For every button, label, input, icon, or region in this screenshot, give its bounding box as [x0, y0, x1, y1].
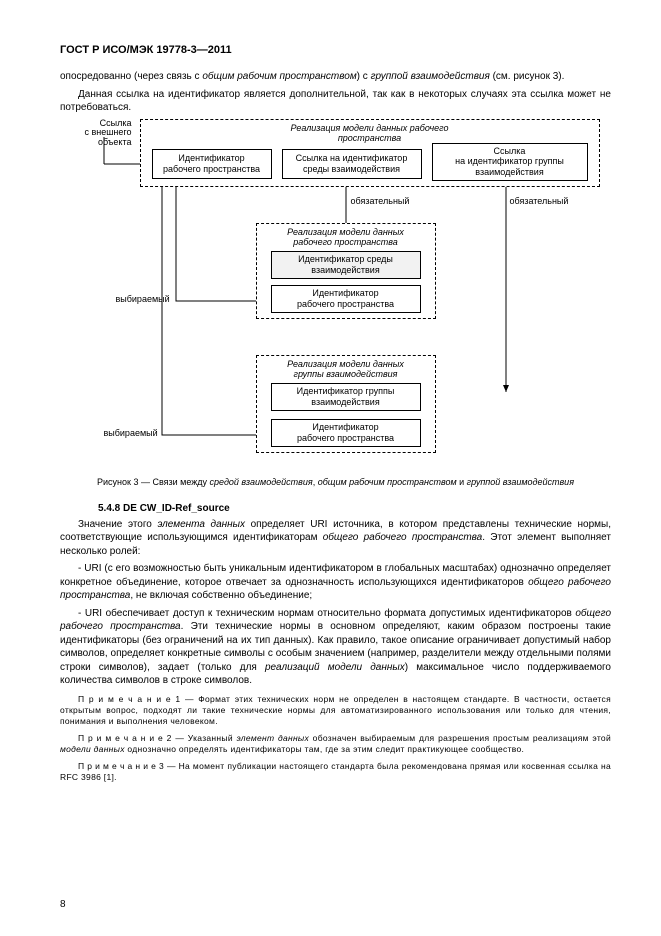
- t: Идентификатор рабочего пространства: [163, 153, 260, 174]
- t: общим рабочим пространством: [202, 71, 356, 82]
- t: - URI обеспечивает доступ к техническим …: [78, 608, 575, 619]
- t: Идентификатор рабочего пространства: [297, 288, 394, 309]
- t: Идентификатор среды взаимодействия: [298, 254, 393, 275]
- box-ref-group: Ссылка на идентификатор группы взаимодей…: [432, 143, 588, 181]
- t: реализаций модели данных: [265, 662, 405, 673]
- t: группой взаимодействия: [371, 71, 490, 82]
- list-item-2: - URI обеспечивает доступ к техническим …: [60, 607, 611, 688]
- t: и: [457, 477, 467, 487]
- t: однозначно определять идентификаторы там…: [125, 744, 524, 754]
- t: Идентификатор рабочего пространства: [297, 422, 394, 443]
- page-number: 8: [60, 899, 66, 910]
- t: Значение этого: [78, 519, 157, 530]
- t: (см. рисунок 3).: [490, 71, 565, 82]
- t: ) с: [357, 71, 371, 82]
- t: обозначен выбираемым для разрешения прос…: [309, 733, 611, 743]
- lbl-mand2: обязательный: [510, 197, 569, 207]
- section-heading: 5.4.8 DE CW_ID-Ref_source: [60, 503, 611, 514]
- t: общего рабочего пространства: [323, 532, 483, 543]
- box-env-id: Идентификатор среды взаимодействия: [271, 251, 421, 279]
- doc-header: ГОСТ Р ИСО/МЭК 19778-3—2011: [60, 44, 611, 56]
- t: , не включая собственно объединение;: [130, 590, 312, 601]
- box-mid-ws-id: Идентификатор рабочего пространства: [271, 285, 421, 313]
- t: Ссылка на идентификатор группы взаимодей…: [455, 146, 564, 177]
- t: средой взаимодействия: [210, 477, 313, 487]
- box-bot-ws-id: Идентификатор рабочего пространства: [271, 419, 421, 447]
- t: опосредованно (через связь с: [60, 71, 202, 82]
- figure-3: Реализация модели данных рабочего простр…: [66, 119, 606, 467]
- note-3: П р и м е ч а н и е 3 — На момент публик…: [60, 761, 611, 783]
- t: элемента данных: [157, 519, 245, 530]
- t: Идентификатор группы взаимодействия: [297, 386, 395, 407]
- lbl-ext: Ссылка с внешнего объекта: [66, 119, 132, 149]
- figure-caption: Рисунок 3 — Связи между средой взаимодей…: [60, 477, 611, 487]
- t: Реализация модели данных группы взаимоде…: [287, 359, 404, 380]
- box-ref-env: Ссылка на идентификатор среды взаимодейс…: [282, 149, 422, 179]
- t: общим рабочим пространством: [318, 477, 457, 487]
- body-para: Значение этого элемента данных определяе…: [60, 518, 611, 559]
- lbl-sel2: выбираемый: [104, 429, 158, 439]
- lbl-sel1: выбираемый: [116, 295, 170, 305]
- intro-para-2: Данная ссылка на идентификатор является …: [60, 88, 611, 115]
- intro-para-1: опосредованно (через связь с общим рабоч…: [60, 70, 611, 84]
- t: Реализация модели данных рабочего простр…: [287, 227, 404, 248]
- t: группой взаимодействия: [467, 477, 574, 487]
- t: модели данных: [60, 744, 125, 754]
- lbl-mand1: обязательный: [351, 197, 410, 207]
- t: Рисунок 3 — Связи между: [97, 477, 210, 487]
- box-id-workspace: Идентификатор рабочего пространства: [152, 149, 272, 179]
- t: П р и м е ч а н и е 2 — Указанный: [78, 733, 237, 743]
- list-item-1: - URI (с его возможностью быть уникальны…: [60, 562, 611, 603]
- t: элемент данных: [237, 733, 310, 743]
- t: Ссылка на идентификатор среды взаимодейс…: [296, 153, 408, 174]
- note-1: П р и м е ч а н и е 1 — Формат этих техн…: [60, 694, 611, 727]
- t: Реализация модели данных рабочего простр…: [291, 123, 449, 144]
- box-group-id: Идентификатор группы взаимодействия: [271, 383, 421, 411]
- note-2: П р и м е ч а н и е 2 — Указанный элемен…: [60, 733, 611, 755]
